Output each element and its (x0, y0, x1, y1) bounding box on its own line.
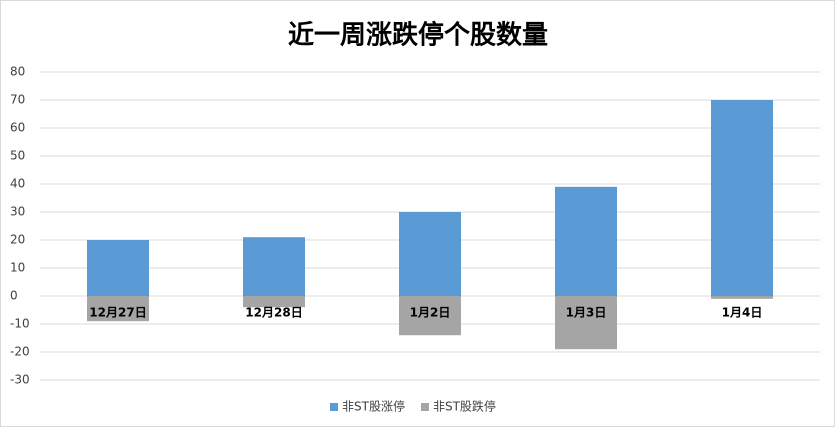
y-tick-label: -10 (10, 317, 30, 331)
bar (87, 240, 149, 296)
bar (399, 212, 461, 296)
y-tick-label: 40 (10, 177, 25, 191)
y-tick-label: -20 (10, 345, 30, 359)
bar (399, 296, 461, 336)
legend-swatch (420, 403, 429, 411)
y-tick-label: 50 (10, 149, 25, 163)
bar (243, 237, 305, 296)
x-tick-label: 1月2日 (410, 306, 451, 320)
y-tick-label: 0 (10, 289, 18, 303)
bar (711, 100, 773, 296)
legend-label: 非ST股涨停 (342, 399, 405, 414)
x-tick-label: 12月28日 (245, 306, 302, 320)
bar (555, 296, 617, 350)
y-tick-label: 10 (10, 261, 25, 275)
x-tick-label: 12月27日 (89, 306, 146, 320)
y-tick-label: 30 (10, 205, 25, 219)
legend-label: 非ST股跌停 (433, 399, 496, 414)
y-tick-label: -30 (10, 373, 30, 387)
bar (87, 296, 149, 322)
legend-swatch (330, 403, 338, 411)
bar (555, 186, 617, 296)
y-tick-label: 60 (10, 121, 25, 135)
y-tick-label: 80 (10, 65, 25, 79)
bar (711, 296, 773, 299)
y-tick-label: 70 (10, 93, 25, 107)
x-tick-label: 1月4日 (722, 306, 763, 320)
bar (243, 296, 305, 308)
x-tick-label: 1月3日 (566, 306, 607, 320)
chart-title: 近一周涨跌停个股数量 (288, 20, 548, 51)
y-tick-label: 20 (10, 233, 25, 247)
